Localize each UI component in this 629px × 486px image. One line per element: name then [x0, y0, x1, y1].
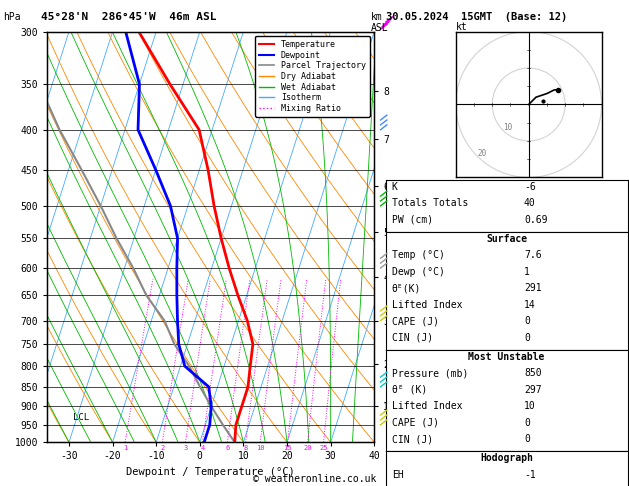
Text: 0.69: 0.69: [524, 215, 547, 225]
Text: kt: kt: [456, 21, 467, 32]
Text: Lifted Index: Lifted Index: [392, 300, 462, 310]
Text: 850: 850: [524, 368, 542, 379]
Text: θᴱ (K): θᴱ (K): [392, 385, 427, 395]
Text: Lifted Index: Lifted Index: [392, 401, 462, 412]
Text: 15: 15: [283, 445, 292, 451]
Text: 3: 3: [184, 445, 187, 451]
Text: Hodograph: Hodograph: [480, 453, 533, 464]
Y-axis label: Mixing Ratio (g/kg): Mixing Ratio (g/kg): [428, 186, 437, 288]
Text: θᴱ(K): θᴱ(K): [392, 283, 421, 294]
X-axis label: Dewpoint / Temperature (°C): Dewpoint / Temperature (°C): [126, 467, 295, 477]
Text: ASL: ASL: [371, 23, 389, 34]
Text: 6: 6: [225, 445, 230, 451]
Text: 0: 0: [524, 434, 530, 445]
Text: CIN (J): CIN (J): [392, 434, 433, 445]
Text: 291: 291: [524, 283, 542, 294]
Text: 14: 14: [524, 300, 536, 310]
Text: EH: EH: [392, 470, 404, 480]
Text: 1: 1: [524, 267, 530, 277]
Text: 0: 0: [524, 316, 530, 327]
Text: -6: -6: [524, 182, 536, 192]
Text: 40: 40: [524, 198, 536, 208]
Text: Dewp (°C): Dewp (°C): [392, 267, 445, 277]
Text: -1: -1: [524, 470, 536, 480]
Text: 10: 10: [524, 401, 536, 412]
Text: K: K: [392, 182, 398, 192]
Text: 20: 20: [477, 149, 487, 157]
Text: LCL: LCL: [74, 413, 89, 422]
Text: hPa: hPa: [3, 12, 21, 22]
Text: CIN (J): CIN (J): [392, 333, 433, 343]
Text: 10: 10: [256, 445, 264, 451]
Text: Temp (°C): Temp (°C): [392, 250, 445, 260]
Text: 1: 1: [123, 445, 127, 451]
Text: 30.05.2024  15GMT  (Base: 12): 30.05.2024 15GMT (Base: 12): [386, 12, 567, 22]
Text: km: km: [371, 12, 383, 22]
Text: Totals Totals: Totals Totals: [392, 198, 468, 208]
Text: 20: 20: [303, 445, 312, 451]
Text: Most Unstable: Most Unstable: [469, 352, 545, 362]
Text: Surface: Surface: [486, 234, 527, 244]
Text: 0: 0: [524, 418, 530, 428]
Text: 0: 0: [524, 333, 530, 343]
Text: 297: 297: [524, 385, 542, 395]
Text: 2: 2: [160, 445, 165, 451]
Text: CAPE (J): CAPE (J): [392, 418, 439, 428]
Text: © weatheronline.co.uk: © weatheronline.co.uk: [253, 473, 376, 484]
Text: 7.6: 7.6: [524, 250, 542, 260]
Text: 45°28'N  286°45'W  46m ASL: 45°28'N 286°45'W 46m ASL: [41, 12, 216, 22]
Text: PW (cm): PW (cm): [392, 215, 433, 225]
Text: 8: 8: [243, 445, 248, 451]
Text: 4: 4: [201, 445, 204, 451]
Text: CAPE (J): CAPE (J): [392, 316, 439, 327]
Text: 25: 25: [320, 445, 328, 451]
Text: Pressure (mb): Pressure (mb): [392, 368, 468, 379]
Legend: Temperature, Dewpoint, Parcel Trajectory, Dry Adiabat, Wet Adiabat, Isotherm, Mi: Temperature, Dewpoint, Parcel Trajectory…: [255, 36, 370, 117]
Text: 10: 10: [503, 123, 513, 132]
